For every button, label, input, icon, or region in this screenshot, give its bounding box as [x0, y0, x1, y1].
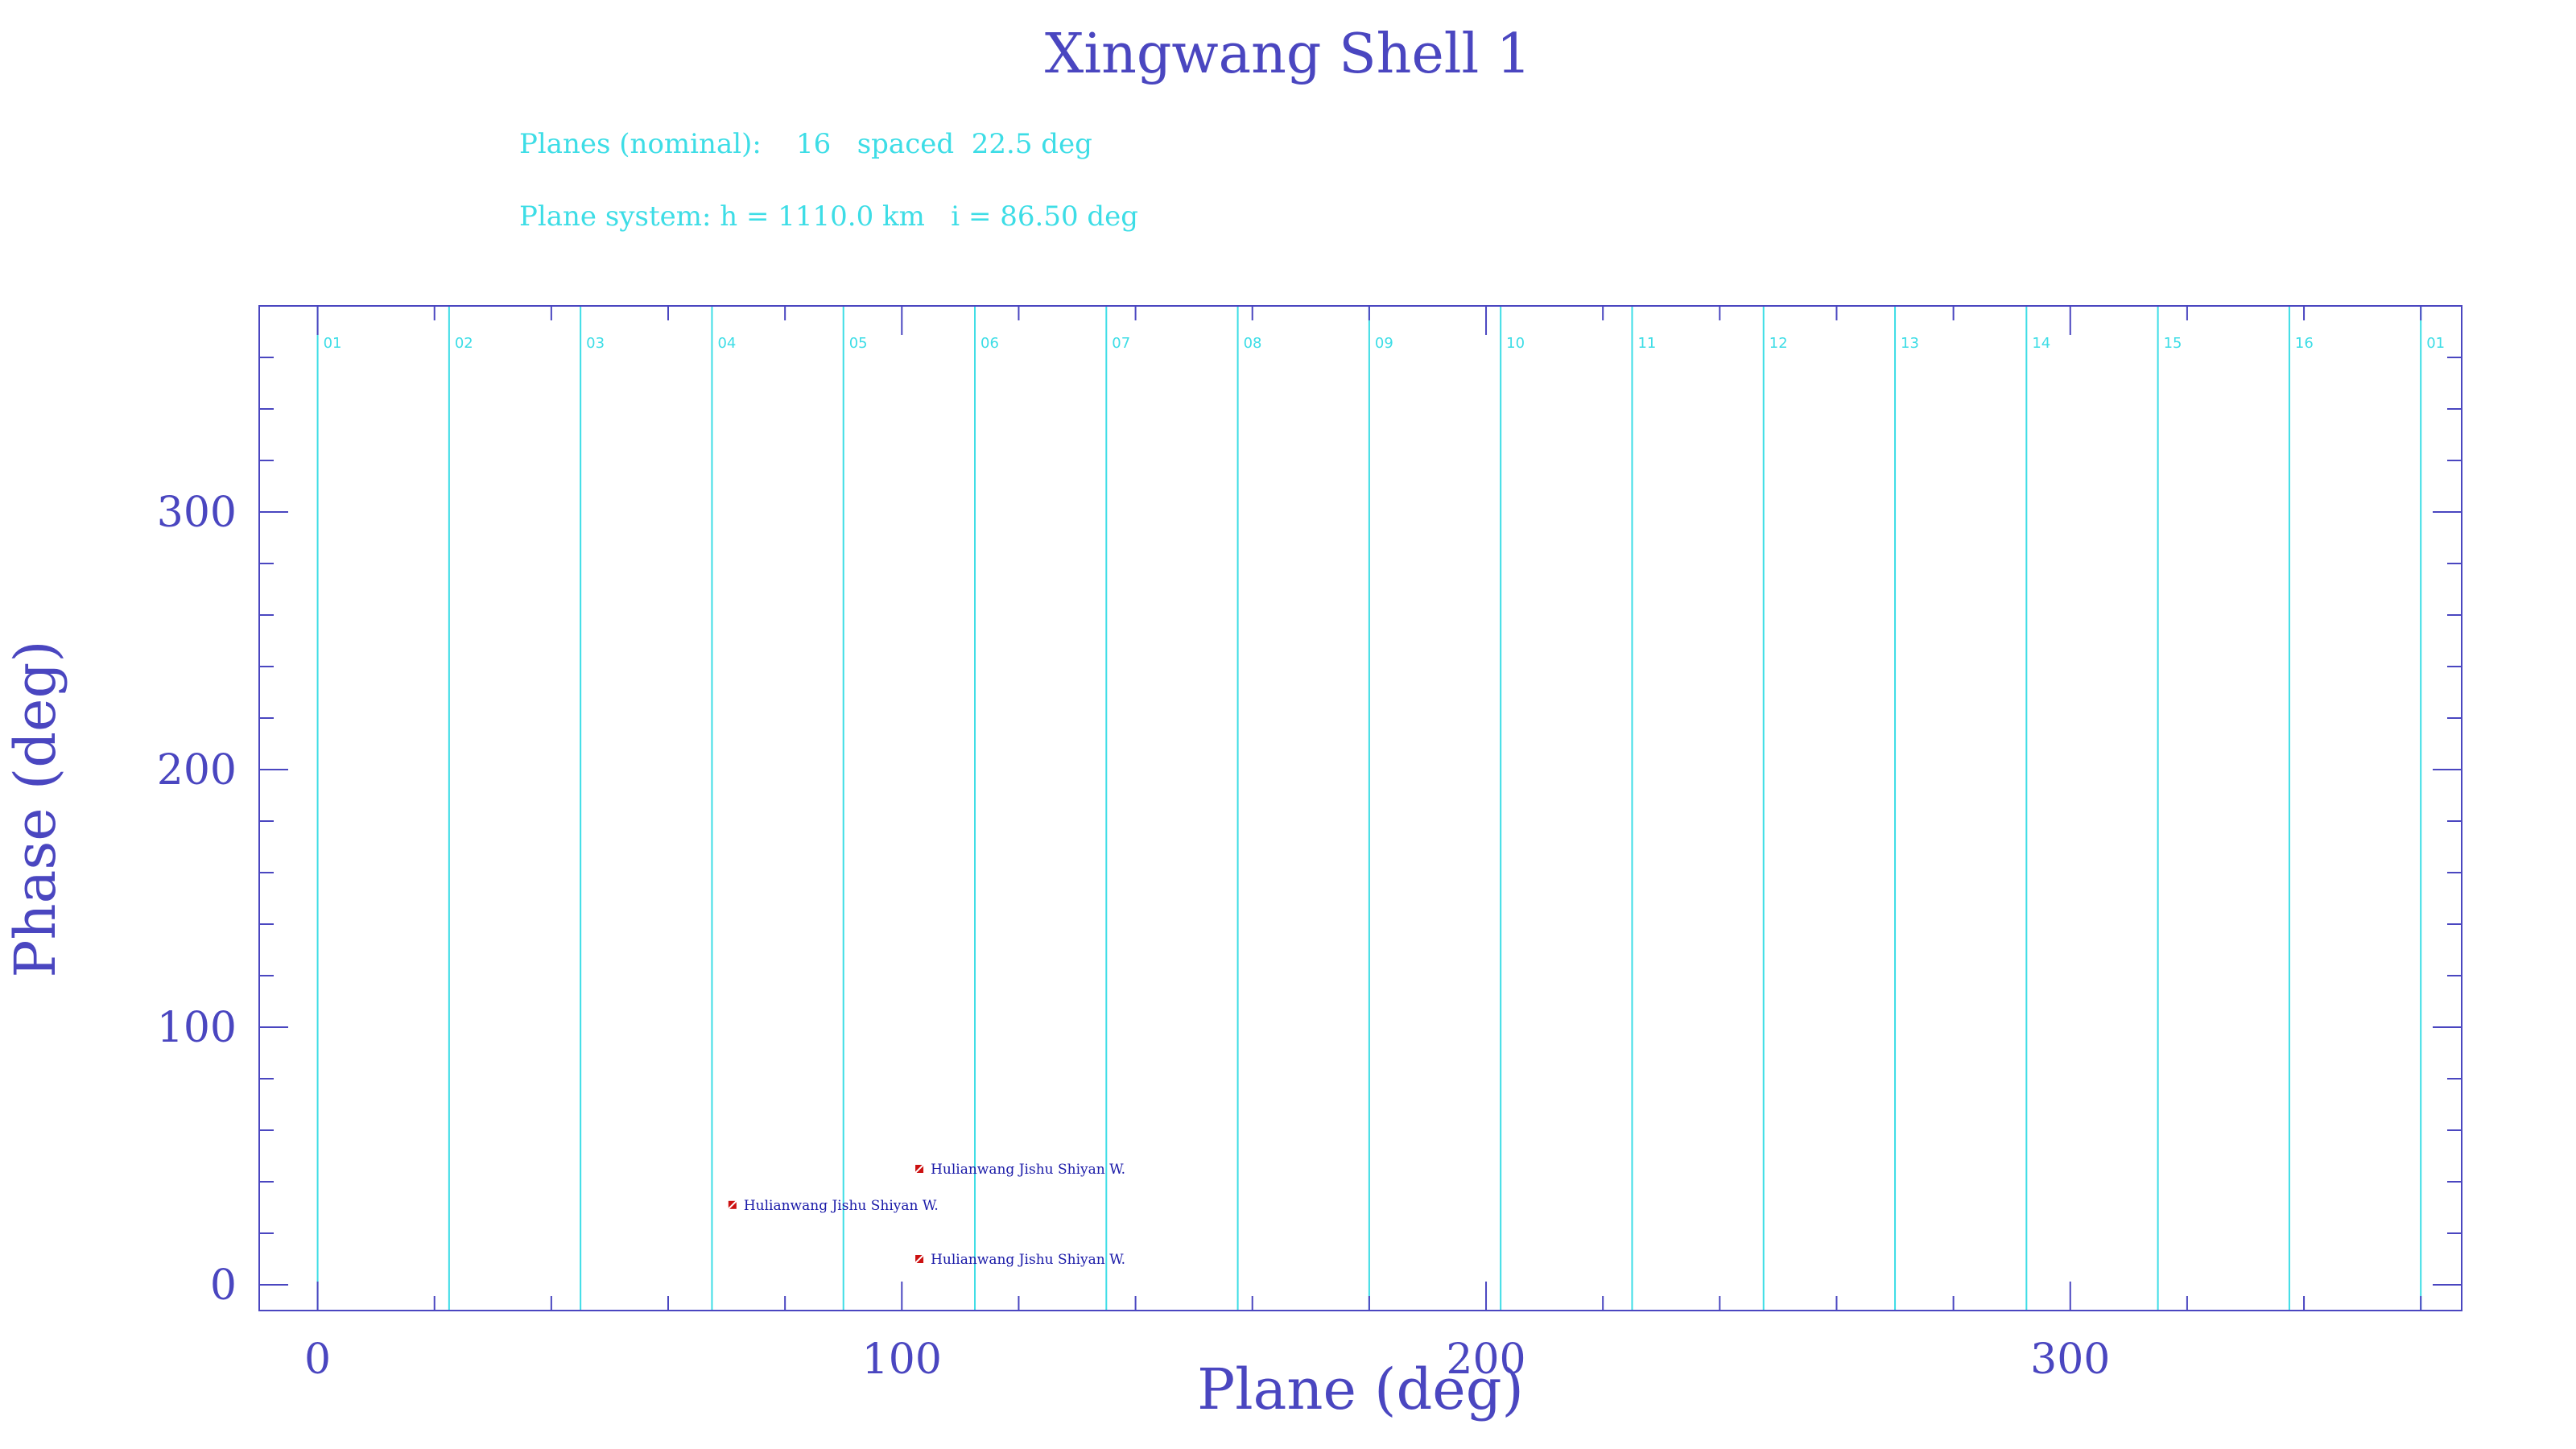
plot-frame — [258, 305, 2462, 1311]
axis-tick-labels: 0 100 200 300 0 100 200 300 — [157, 489, 2111, 1384]
y-axis-label: Phase (deg) — [2, 640, 68, 977]
satellite-marker-slash — [728, 1200, 737, 1210]
x-tick-label-0: 0 — [304, 1335, 331, 1384]
info-plane-system-line: Plane system: h = 1110.0 km i = 86.50 de… — [519, 200, 1138, 233]
plane-label-1: 02 — [455, 335, 473, 352]
plane-label-11: 12 — [1769, 335, 1788, 352]
plane-lines: 01 02 03 04 05 06 07 08 09 10 11 12 13 14 15 16 01 — [316, 306, 2445, 1311]
plane-label-10: 11 — [1637, 335, 1656, 352]
info-planes-line: Planes (nominal): 16 spaced 22.5 deg — [519, 128, 1092, 160]
x-tick-label-100: 100 — [862, 1335, 942, 1384]
satellite-points: Hulianwang Jishu Shiyan W. Hulianwang Jis… — [728, 1162, 1125, 1268]
satellite-point-0-2: Hulianwang Jishu Shiyan W. — [914, 1252, 1125, 1268]
chart-title: Xingwang Shell 1 — [1045, 23, 1531, 86]
satellite-marker-slash — [914, 1164, 924, 1174]
plane-label-3: 04 — [717, 335, 736, 352]
plane-label-15: 16 — [2295, 335, 2314, 352]
y-tick-label-300: 300 — [157, 489, 237, 537]
plane-label-7: 08 — [1244, 335, 1262, 352]
axis-ticks — [259, 306, 2462, 1311]
plane-label-5: 06 — [980, 335, 999, 352]
plane-label-14: 15 — [2164, 335, 2182, 352]
satellite-point-0-1: Hulianwang Jishu Shiyan W. — [914, 1162, 1125, 1178]
y-tick-label-200: 200 — [157, 746, 237, 795]
plane-label-0: 01 — [324, 335, 342, 352]
plane-label-4: 05 — [849, 335, 868, 352]
y-tick-label-0: 0 — [210, 1261, 237, 1310]
x-tick-label-300: 300 — [2030, 1335, 2110, 1384]
plane-label-13: 14 — [2032, 335, 2050, 352]
plane-label-12: 13 — [1901, 335, 1919, 352]
x-axis-label: Plane (deg) — [1197, 1356, 1524, 1422]
satellite-point-0-0: Hulianwang Jishu Shiyan W. — [728, 1198, 939, 1214]
y-tick-label-100: 100 — [157, 1004, 237, 1052]
satellite-marker-slash — [914, 1254, 924, 1264]
plane-label-9: 10 — [1506, 335, 1525, 352]
satellite-label: Hulianwang Jishu Shiyan W. — [931, 1162, 1125, 1178]
satellite-label: Hulianwang Jishu Shiyan W. — [931, 1252, 1125, 1268]
plane-label-6: 07 — [1112, 335, 1130, 352]
plane-label-16: 01 — [2426, 335, 2445, 352]
x-tick-label-200: 200 — [1446, 1335, 1525, 1384]
plane-label-8: 09 — [1375, 335, 1393, 352]
satellite-label: Hulianwang Jishu Shiyan W. — [744, 1198, 939, 1214]
plane-label-2: 03 — [586, 335, 605, 352]
